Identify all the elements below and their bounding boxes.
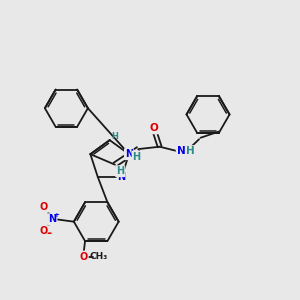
- Text: +: +: [53, 212, 59, 218]
- Text: H: H: [112, 132, 118, 141]
- Text: CH₃: CH₃: [90, 252, 108, 261]
- Text: N: N: [48, 214, 56, 224]
- Text: O: O: [80, 252, 88, 262]
- Text: H: H: [133, 152, 141, 162]
- Text: N: N: [118, 172, 126, 182]
- Text: O: O: [40, 226, 48, 236]
- Text: H: H: [116, 166, 124, 176]
- Text: O: O: [40, 202, 48, 212]
- Text: N: N: [125, 149, 133, 159]
- Text: -: -: [47, 227, 52, 240]
- Text: N: N: [177, 146, 185, 156]
- Text: H: H: [186, 146, 195, 156]
- Text: O: O: [150, 123, 159, 133]
